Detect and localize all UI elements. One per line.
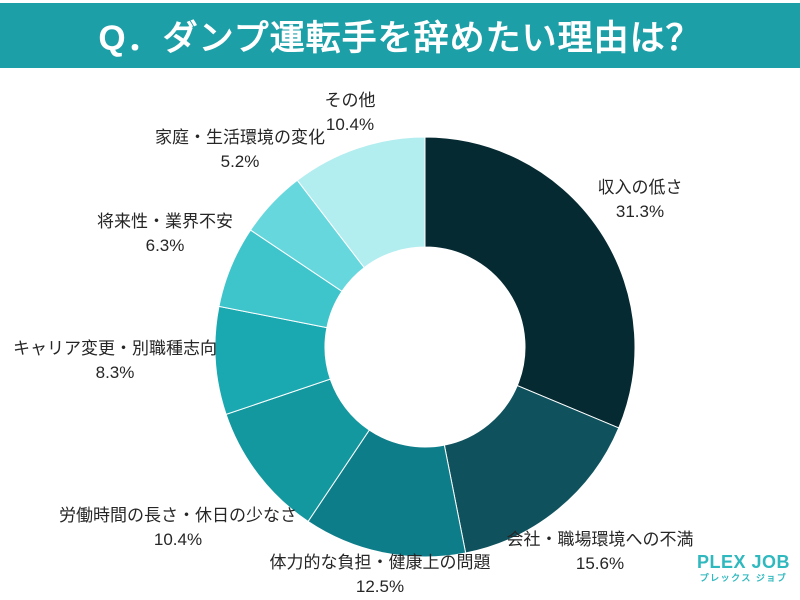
slice-label-text: 将来性・業界不安 bbox=[97, 212, 233, 231]
plexjob-logo: PLEX JOB プレックス ジョブ bbox=[696, 552, 790, 584]
slice-label-other: その他 10.4% bbox=[325, 89, 376, 137]
slice-label-company-env: 会社・職場環境への不満 15.6% bbox=[507, 528, 694, 576]
slice-label-text: 労働時間の長さ・休日の少なさ bbox=[59, 506, 297, 525]
slice-label-text: 家庭・生活環境の変化 bbox=[155, 128, 325, 147]
plexjob-logo-subtext: プレックス ジョブ bbox=[699, 572, 788, 583]
slice-label-physical-burden: 体力的な負担・健康上の問題 12.5% bbox=[270, 551, 491, 599]
slice-label-low-income: 収入の低さ 31.3% bbox=[598, 176, 683, 224]
pie-slice-company-env bbox=[443, 384, 620, 554]
slice-label-text: 体力的な負担・健康上の問題 bbox=[269, 553, 491, 572]
slice-label-value: 12.5% bbox=[355, 577, 405, 596]
chart-title: Q．ダンプ運転手を辞めたい理由は？ bbox=[98, 19, 702, 58]
pie-slice-low-income bbox=[424, 136, 636, 429]
plexjob-logo-text: PLEX JOB bbox=[696, 552, 790, 572]
pie-slice-other bbox=[296, 136, 426, 269]
slice-label-working-hours: 労働時間の長さ・休日の少なさ 10.4% bbox=[59, 504, 297, 552]
slice-label-text: 会社・職場環境への不満 bbox=[506, 530, 694, 549]
slice-label-value: 5.2% bbox=[220, 152, 260, 171]
slice-label-family-life-change: 家庭・生活環境の変化 5.2% bbox=[155, 126, 325, 174]
slice-label-value: 15.6% bbox=[575, 554, 625, 573]
slice-label-value: 8.3% bbox=[95, 363, 135, 382]
title-banner: Q．ダンプ運転手を辞めたい理由は？ bbox=[0, 3, 800, 68]
slice-label-future-anxiety: 将来性・業界不安 6.3% bbox=[97, 210, 233, 258]
slice-label-value: 31.3% bbox=[615, 202, 665, 221]
slice-label-career-change: キャリア変更・別職種志向 8.3% bbox=[13, 337, 217, 385]
slice-label-value: 10.4% bbox=[153, 530, 203, 549]
slice-label-value: 10.4% bbox=[325, 115, 375, 134]
slice-label-text: キャリア変更・別職種志向 bbox=[13, 339, 217, 358]
slice-label-text: 収入の低さ bbox=[597, 178, 683, 197]
slice-label-text: その他 bbox=[324, 91, 376, 110]
slice-label-value: 6.3% bbox=[145, 236, 185, 255]
